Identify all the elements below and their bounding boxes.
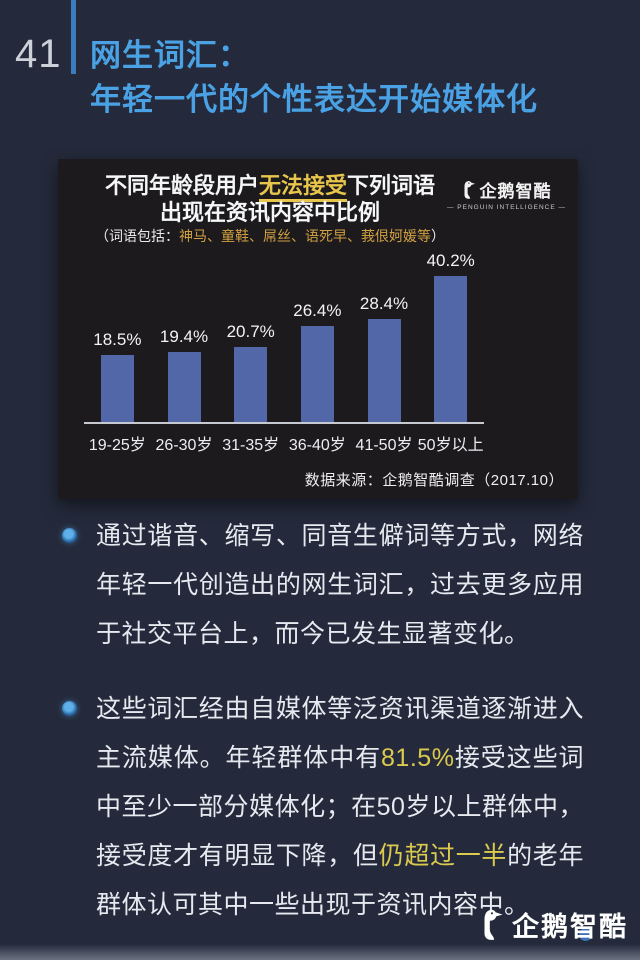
- page-number: 41: [15, 32, 62, 76]
- bullet-dot-icon: [62, 528, 77, 543]
- chart-title-line2: 出现在资讯内容中比例: [159, 200, 380, 225]
- logo-subtitle: — PENGUIN INTELLIGENCE —: [447, 204, 566, 211]
- bar-column: 40.2%: [417, 251, 484, 422]
- bar: [234, 347, 268, 422]
- bar-value-label: 20.7%: [226, 322, 275, 341]
- chart-title: 不同年龄段用户无法接受下列词语 出现在资讯内容中比例: [58, 172, 578, 226]
- chart-source: 数据来源：企鹅智酷调查（2017.10）: [304, 472, 564, 489]
- logo-text: 企鹅智酷: [479, 182, 552, 201]
- bar: [300, 326, 334, 422]
- bar: [367, 319, 401, 422]
- bullet-item-1: 通过谐音、缩写、同音生僻词等方式，网络年轻一代创造出的网生词汇，过去更多应用于社…: [56, 512, 584, 659]
- page-title: 网生词汇： 年轻一代的个性表达开始媒体化: [90, 34, 538, 122]
- bullet-list: 通过谐音、缩写、同音生僻词等方式，网络年轻一代创造出的网生词汇，过去更多应用于社…: [56, 512, 584, 930]
- page-bottom-edge: [0, 944, 640, 960]
- penguin-icon: [464, 180, 475, 199]
- bar: [167, 352, 201, 422]
- bullet-dot-icon: [62, 701, 77, 716]
- bullet-text-2: 这些词汇经由自媒体等泛资讯渠道逐渐进入主流媒体。年轻群体中有81.5%接受这些词…: [96, 695, 584, 919]
- bar-column: 26.4%: [284, 301, 351, 422]
- category-label: 41-50岁: [355, 437, 413, 454]
- bar-column: 28.4%: [351, 294, 418, 422]
- bar-value-label: 40.2%: [426, 251, 475, 270]
- penguin-icon: [484, 909, 503, 940]
- penguin-intelligence-logo: 企鹅智酷 — PENGUIN INTELLIGENCE —: [447, 177, 566, 211]
- bar-column: 19.4%: [151, 327, 218, 422]
- page-title-line1: 网生词汇：: [90, 38, 250, 73]
- footer-logo-text: 企鹅智酷: [512, 905, 628, 944]
- chart-subtitle: （词语包括：神马、童鞋、屌丝、语死早、莪佷妸媛等）: [95, 228, 445, 244]
- chart-title-line1: 不同年龄段用户无法接受下列词语: [58, 172, 482, 202]
- page-title-line2: 年轻一代的个性表达开始媒体化: [90, 82, 538, 117]
- category-label: 31-35岁: [222, 437, 280, 454]
- bar-column: 18.5%: [84, 330, 151, 422]
- bar: [100, 355, 134, 422]
- category-label: 19-25岁: [88, 437, 146, 454]
- bar: [434, 276, 468, 422]
- bar-chart: 18.5% 19.4% 20.7% 26.4% 28.4% 40.2%: [84, 247, 484, 424]
- bar-value-label: 26.4%: [293, 301, 342, 320]
- bar-value-label: 28.4%: [359, 294, 409, 313]
- bullet-text-1: 通过谐音、缩写、同音生僻词等方式，网络年轻一代创造出的网生词汇，过去更多应用于社…: [96, 522, 584, 648]
- penguin-intelligence-footer-logo: 企鹅智酷: [480, 905, 628, 944]
- bullet-item-2: 这些词汇经由自媒体等泛资讯渠道逐渐进入主流媒体。年轻群体中有81.5%接受这些词…: [56, 685, 584, 930]
- bar-value-label: 18.5%: [93, 330, 142, 349]
- chart-panel: 企鹅智酷 — PENGUIN INTELLIGENCE — 不同年龄段用户无法接…: [58, 159, 578, 499]
- category-label: 36-40岁: [288, 437, 346, 454]
- bar-column: 20.7%: [217, 322, 284, 422]
- bar-chart-category-axis: 19-25岁 26-30岁 31-35岁 36-40岁 41-50岁 50岁以上: [84, 431, 484, 455]
- category-label: 26-30岁: [155, 437, 213, 454]
- header-accent-rule: [71, 0, 76, 74]
- category-label: 50岁以上: [417, 437, 484, 454]
- bar-value-label: 19.4%: [159, 327, 209, 346]
